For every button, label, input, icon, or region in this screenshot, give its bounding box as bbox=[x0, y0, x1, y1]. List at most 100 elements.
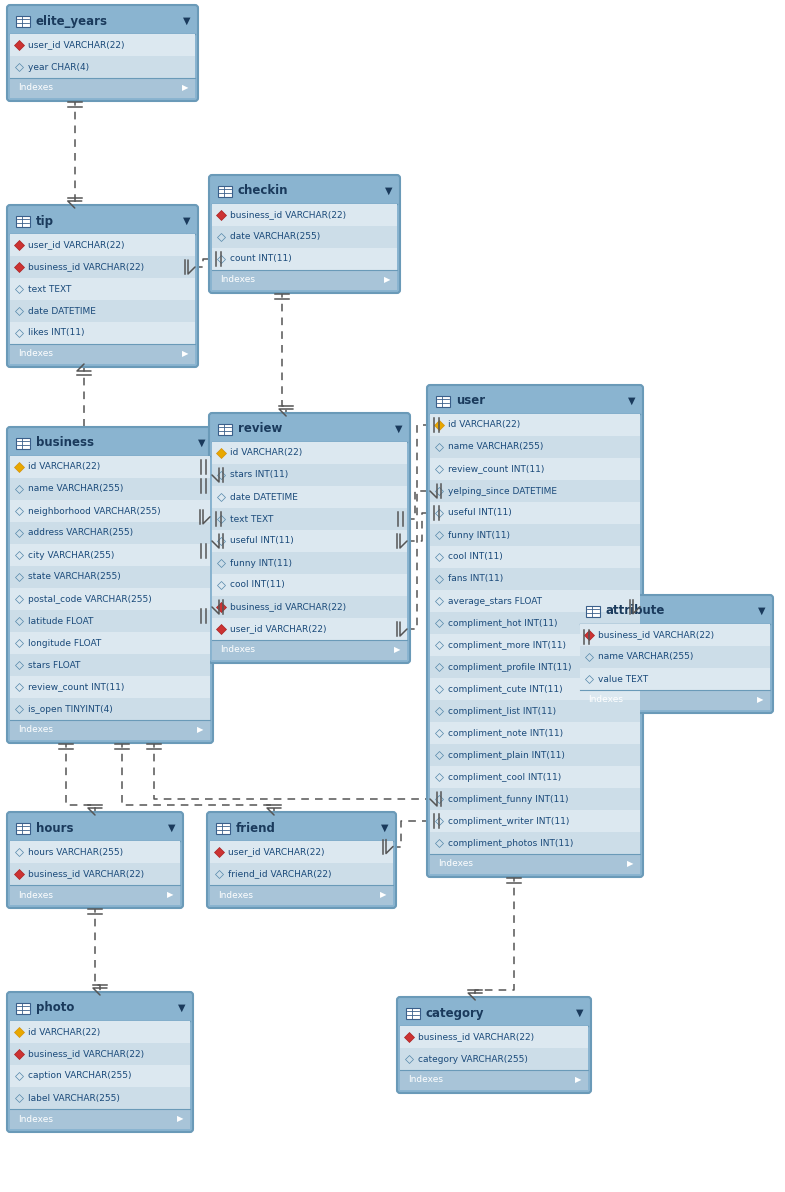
Text: Indexes: Indexes bbox=[18, 890, 53, 900]
Text: Indexes: Indexes bbox=[18, 1115, 53, 1124]
Text: stars FLOAT: stars FLOAT bbox=[28, 660, 80, 670]
Bar bbox=[210, 842, 393, 884]
Text: review_count INT(11): review_count INT(11) bbox=[448, 465, 544, 473]
Bar bbox=[430, 546, 640, 569]
Bar bbox=[430, 414, 640, 853]
Text: business_id VARCHAR(22): business_id VARCHAR(22) bbox=[230, 602, 346, 611]
Bar bbox=[10, 632, 210, 654]
Bar bbox=[10, 610, 210, 632]
Text: Indexes: Indexes bbox=[18, 83, 53, 93]
Text: hours: hours bbox=[36, 821, 74, 834]
Bar bbox=[210, 842, 393, 863]
Text: ▼: ▼ bbox=[168, 822, 176, 833]
Bar bbox=[10, 863, 180, 884]
Bar bbox=[10, 1087, 190, 1109]
FancyBboxPatch shape bbox=[16, 15, 30, 26]
FancyBboxPatch shape bbox=[427, 385, 643, 877]
Bar bbox=[212, 640, 407, 660]
Bar bbox=[400, 1048, 588, 1070]
Text: ▼: ▼ bbox=[183, 15, 191, 26]
Bar bbox=[430, 811, 640, 832]
Bar bbox=[10, 676, 210, 699]
Text: id VARCHAR(22): id VARCHAR(22) bbox=[28, 1028, 100, 1037]
Text: name VARCHAR(255): name VARCHAR(255) bbox=[448, 442, 543, 452]
Text: business_id VARCHAR(22): business_id VARCHAR(22) bbox=[230, 211, 346, 219]
Text: Indexes: Indexes bbox=[220, 646, 255, 654]
Text: latitude FLOAT: latitude FLOAT bbox=[28, 616, 93, 626]
Text: ▶: ▶ bbox=[182, 349, 188, 359]
Text: ▼: ▼ bbox=[178, 1002, 186, 1013]
Bar bbox=[400, 1026, 588, 1070]
Text: user_id VARCHAR(22): user_id VARCHAR(22) bbox=[28, 41, 125, 50]
Bar bbox=[10, 234, 195, 344]
Bar bbox=[212, 486, 407, 508]
Text: ▼: ▼ bbox=[199, 437, 206, 448]
Text: business_id VARCHAR(22): business_id VARCHAR(22) bbox=[28, 262, 144, 272]
FancyBboxPatch shape bbox=[16, 822, 30, 833]
Bar bbox=[430, 480, 640, 502]
Bar bbox=[10, 457, 210, 478]
Bar bbox=[10, 720, 210, 740]
Text: funny INT(11): funny INT(11) bbox=[448, 530, 510, 540]
Text: state VARCHAR(255): state VARCHAR(255) bbox=[28, 572, 121, 582]
Text: review_count INT(11): review_count INT(11) bbox=[28, 683, 124, 691]
Text: compliment_writer INT(11): compliment_writer INT(11) bbox=[448, 817, 569, 826]
Text: ▼: ▼ bbox=[396, 424, 403, 434]
Text: category: category bbox=[426, 1006, 484, 1019]
Bar bbox=[10, 884, 180, 905]
Text: business_id VARCHAR(22): business_id VARCHAR(22) bbox=[28, 1049, 144, 1058]
Bar bbox=[430, 611, 640, 634]
Bar bbox=[580, 623, 770, 690]
Bar bbox=[430, 414, 640, 436]
FancyBboxPatch shape bbox=[218, 423, 232, 435]
Text: compliment_cute INT(11): compliment_cute INT(11) bbox=[448, 684, 563, 694]
FancyBboxPatch shape bbox=[209, 412, 410, 663]
Text: business_id VARCHAR(22): business_id VARCHAR(22) bbox=[418, 1032, 534, 1042]
Bar bbox=[10, 300, 195, 322]
Text: average_stars FLOAT: average_stars FLOAT bbox=[448, 596, 542, 606]
Bar bbox=[430, 678, 640, 700]
Bar bbox=[212, 596, 407, 617]
Text: review: review bbox=[238, 422, 283, 435]
FancyBboxPatch shape bbox=[7, 427, 213, 743]
Text: user_id VARCHAR(22): user_id VARCHAR(22) bbox=[230, 625, 327, 633]
Text: attribute: attribute bbox=[606, 604, 666, 617]
Bar bbox=[10, 588, 210, 610]
Text: ▼: ▼ bbox=[385, 186, 392, 195]
Text: ▶: ▶ bbox=[380, 890, 386, 900]
Text: ▼: ▼ bbox=[382, 822, 389, 833]
Bar bbox=[10, 842, 180, 884]
Text: label VARCHAR(255): label VARCHAR(255) bbox=[28, 1093, 120, 1103]
Text: cool INT(11): cool INT(11) bbox=[230, 581, 285, 590]
Text: text TEXT: text TEXT bbox=[28, 285, 71, 293]
FancyBboxPatch shape bbox=[16, 1002, 30, 1013]
Text: photo: photo bbox=[36, 1001, 75, 1014]
Bar bbox=[10, 1109, 190, 1129]
FancyBboxPatch shape bbox=[7, 5, 198, 101]
Text: fans INT(11): fans INT(11) bbox=[448, 575, 503, 584]
Text: Indexes: Indexes bbox=[408, 1075, 443, 1085]
FancyBboxPatch shape bbox=[216, 822, 230, 833]
Bar bbox=[430, 569, 640, 590]
Bar bbox=[430, 722, 640, 744]
Text: business_id VARCHAR(22): business_id VARCHAR(22) bbox=[28, 869, 144, 879]
Bar bbox=[430, 634, 640, 656]
Bar bbox=[580, 623, 770, 646]
Bar bbox=[10, 699, 210, 720]
Bar bbox=[430, 744, 640, 766]
Text: year CHAR(4): year CHAR(4) bbox=[28, 62, 89, 72]
FancyBboxPatch shape bbox=[7, 812, 183, 908]
Text: cool INT(11): cool INT(11) bbox=[448, 553, 502, 561]
Bar bbox=[10, 35, 195, 77]
Text: elite_years: elite_years bbox=[36, 14, 108, 27]
Text: compliment_note INT(11): compliment_note INT(11) bbox=[448, 728, 563, 738]
Bar bbox=[400, 1070, 588, 1089]
Bar bbox=[10, 842, 180, 863]
FancyBboxPatch shape bbox=[209, 175, 400, 293]
Text: friend_id VARCHAR(22): friend_id VARCHAR(22) bbox=[228, 869, 331, 879]
Text: stars INT(11): stars INT(11) bbox=[230, 471, 288, 479]
Bar bbox=[10, 1022, 190, 1043]
Bar bbox=[580, 690, 770, 710]
Bar bbox=[212, 271, 397, 290]
Bar bbox=[212, 442, 407, 640]
